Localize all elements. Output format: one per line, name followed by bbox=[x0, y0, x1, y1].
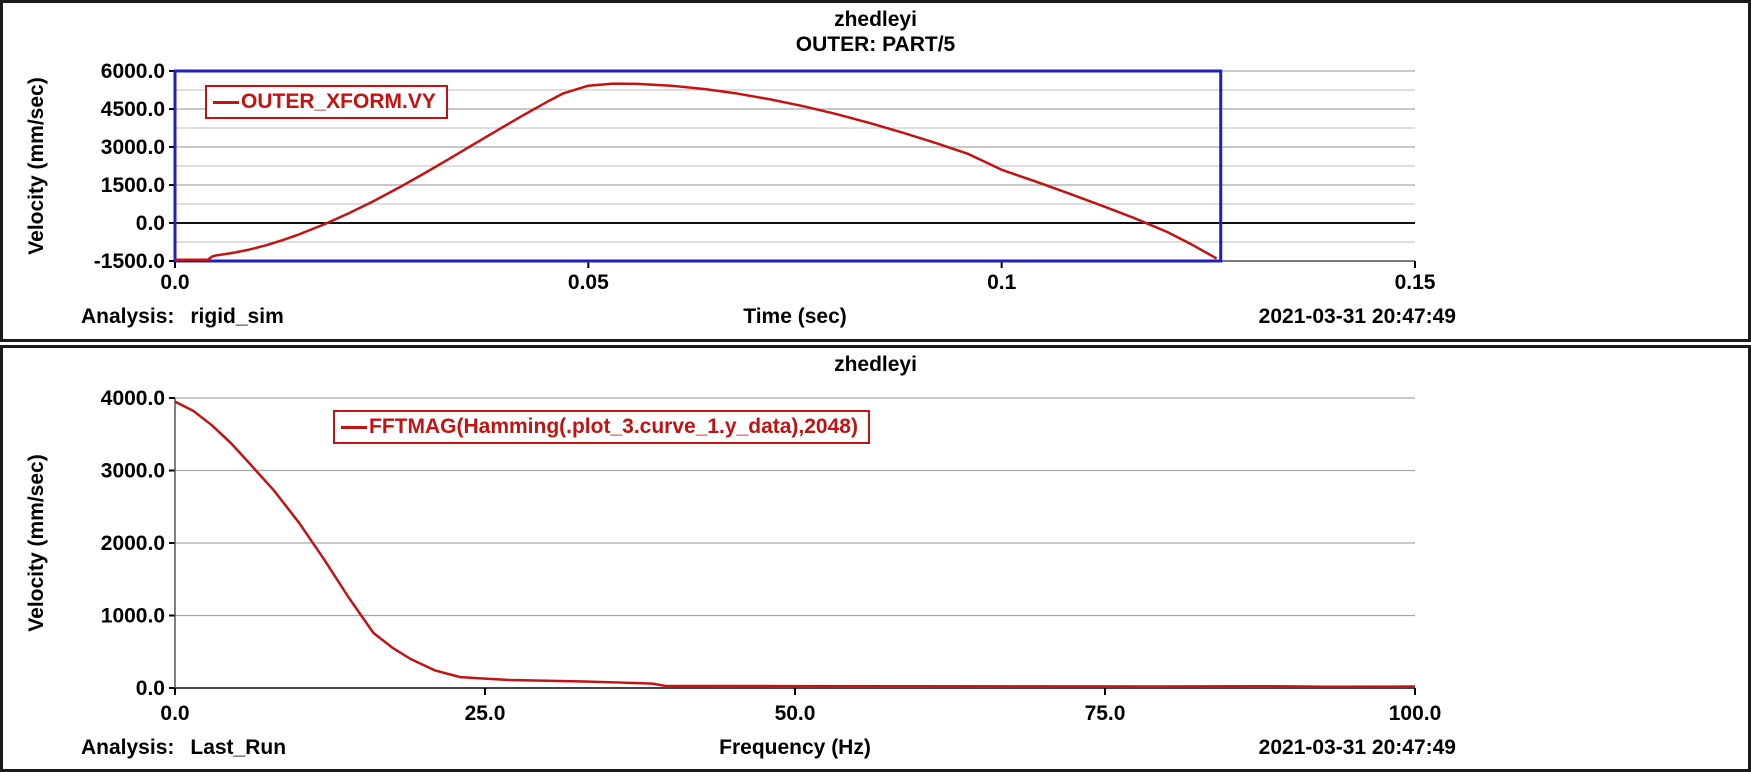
analysis-name: rigid_sim bbox=[190, 305, 284, 328]
analysis-name: Last_Run bbox=[190, 736, 287, 759]
analysis-row: Analysis: Last_Run bbox=[81, 736, 286, 760]
svg-text:4000.0: 4000.0 bbox=[101, 388, 165, 410]
time-plot-panel: zhedleyi OUTER: PART/5 Velocity (mm/sec)… bbox=[0, 0, 1751, 342]
svg-text:0.0: 0.0 bbox=[160, 271, 189, 294]
svg-text:-1500.0: -1500.0 bbox=[94, 250, 165, 273]
timestamp: 2021-03-31 20:47:49 bbox=[1258, 736, 1456, 759]
analysis-label: Analysis: bbox=[81, 305, 175, 328]
svg-text:3000.0: 3000.0 bbox=[101, 460, 165, 483]
fft-plot-footer: Analysis: Last_Run Frequency (Hz) 2021-03… bbox=[3, 736, 1748, 764]
fft-plot-titles: zhedleyi bbox=[3, 352, 1748, 377]
data-curve[interactable] bbox=[175, 82, 1218, 261]
analysis-row: Analysis: rigid_sim bbox=[81, 305, 284, 329]
svg-text:0.0: 0.0 bbox=[136, 677, 165, 700]
plot-subtitle: OUTER: PART/5 bbox=[795, 33, 956, 56]
svg-text:1500.0: 1500.0 bbox=[101, 174, 165, 197]
fft-plot-panel: zhedleyi Velocity (mm/sec) 4000.0 3000.0 2… bbox=[0, 345, 1751, 772]
svg-text:4500.0: 4500.0 bbox=[101, 98, 165, 121]
x-axis-label: Time (sec) bbox=[743, 305, 847, 328]
x-axis-label: Frequency (Hz) bbox=[719, 736, 871, 759]
data-curve[interactable] bbox=[174, 400, 1416, 688]
time-plot-titles: zhedleyi OUTER: PART/5 bbox=[3, 7, 1748, 57]
legend-box[interactable]: OUTER_XFORM.VY bbox=[205, 85, 448, 119]
fft-plot-canvas[interactable]: 4000.0 3000.0 2000.0 1000.0 0.00.0 25.0 50.0 75… bbox=[3, 388, 1748, 733]
svg-text:1000.0: 1000.0 bbox=[101, 605, 165, 628]
svg-text:75.0: 75.0 bbox=[1085, 702, 1126, 725]
svg-text:0.0: 0.0 bbox=[136, 212, 165, 235]
selection-box[interactable] bbox=[173, 69, 1223, 263]
svg-text:0.15: 0.15 bbox=[1395, 271, 1436, 294]
svg-text:3000.0: 3000.0 bbox=[101, 136, 165, 159]
svg-text:0.0: 0.0 bbox=[160, 702, 189, 725]
analysis-label: Analysis: bbox=[81, 736, 175, 759]
legend-label: FFTMAG(Hamming(.plot_3.curve_1.y_data),2… bbox=[369, 415, 858, 438]
svg-text:2000.0: 2000.0 bbox=[101, 532, 165, 555]
svg-text:25.0: 25.0 bbox=[465, 702, 506, 725]
legend-label: OUTER_XFORM.VY bbox=[241, 90, 436, 113]
legend-line-sample bbox=[341, 425, 367, 429]
plot-title: zhedleyi bbox=[834, 8, 917, 31]
svg-text:0.1: 0.1 bbox=[987, 271, 1017, 294]
svg-text:100.0: 100.0 bbox=[1389, 702, 1442, 725]
time-plot-footer: Analysis: rigid_sim Time (sec) 2021-03-31… bbox=[3, 305, 1748, 333]
plot-title: zhedleyi bbox=[834, 353, 917, 376]
legend-box[interactable]: FFTMAG(Hamming(.plot_3.curve_1.y_data),2… bbox=[333, 410, 870, 444]
legend-line-sample bbox=[213, 100, 239, 104]
svg-text:6000.0: 6000.0 bbox=[101, 61, 165, 83]
timestamp: 2021-03-31 20:47:49 bbox=[1258, 305, 1456, 328]
svg-text:0.05: 0.05 bbox=[568, 271, 609, 294]
svg-text:50.0: 50.0 bbox=[775, 702, 816, 725]
